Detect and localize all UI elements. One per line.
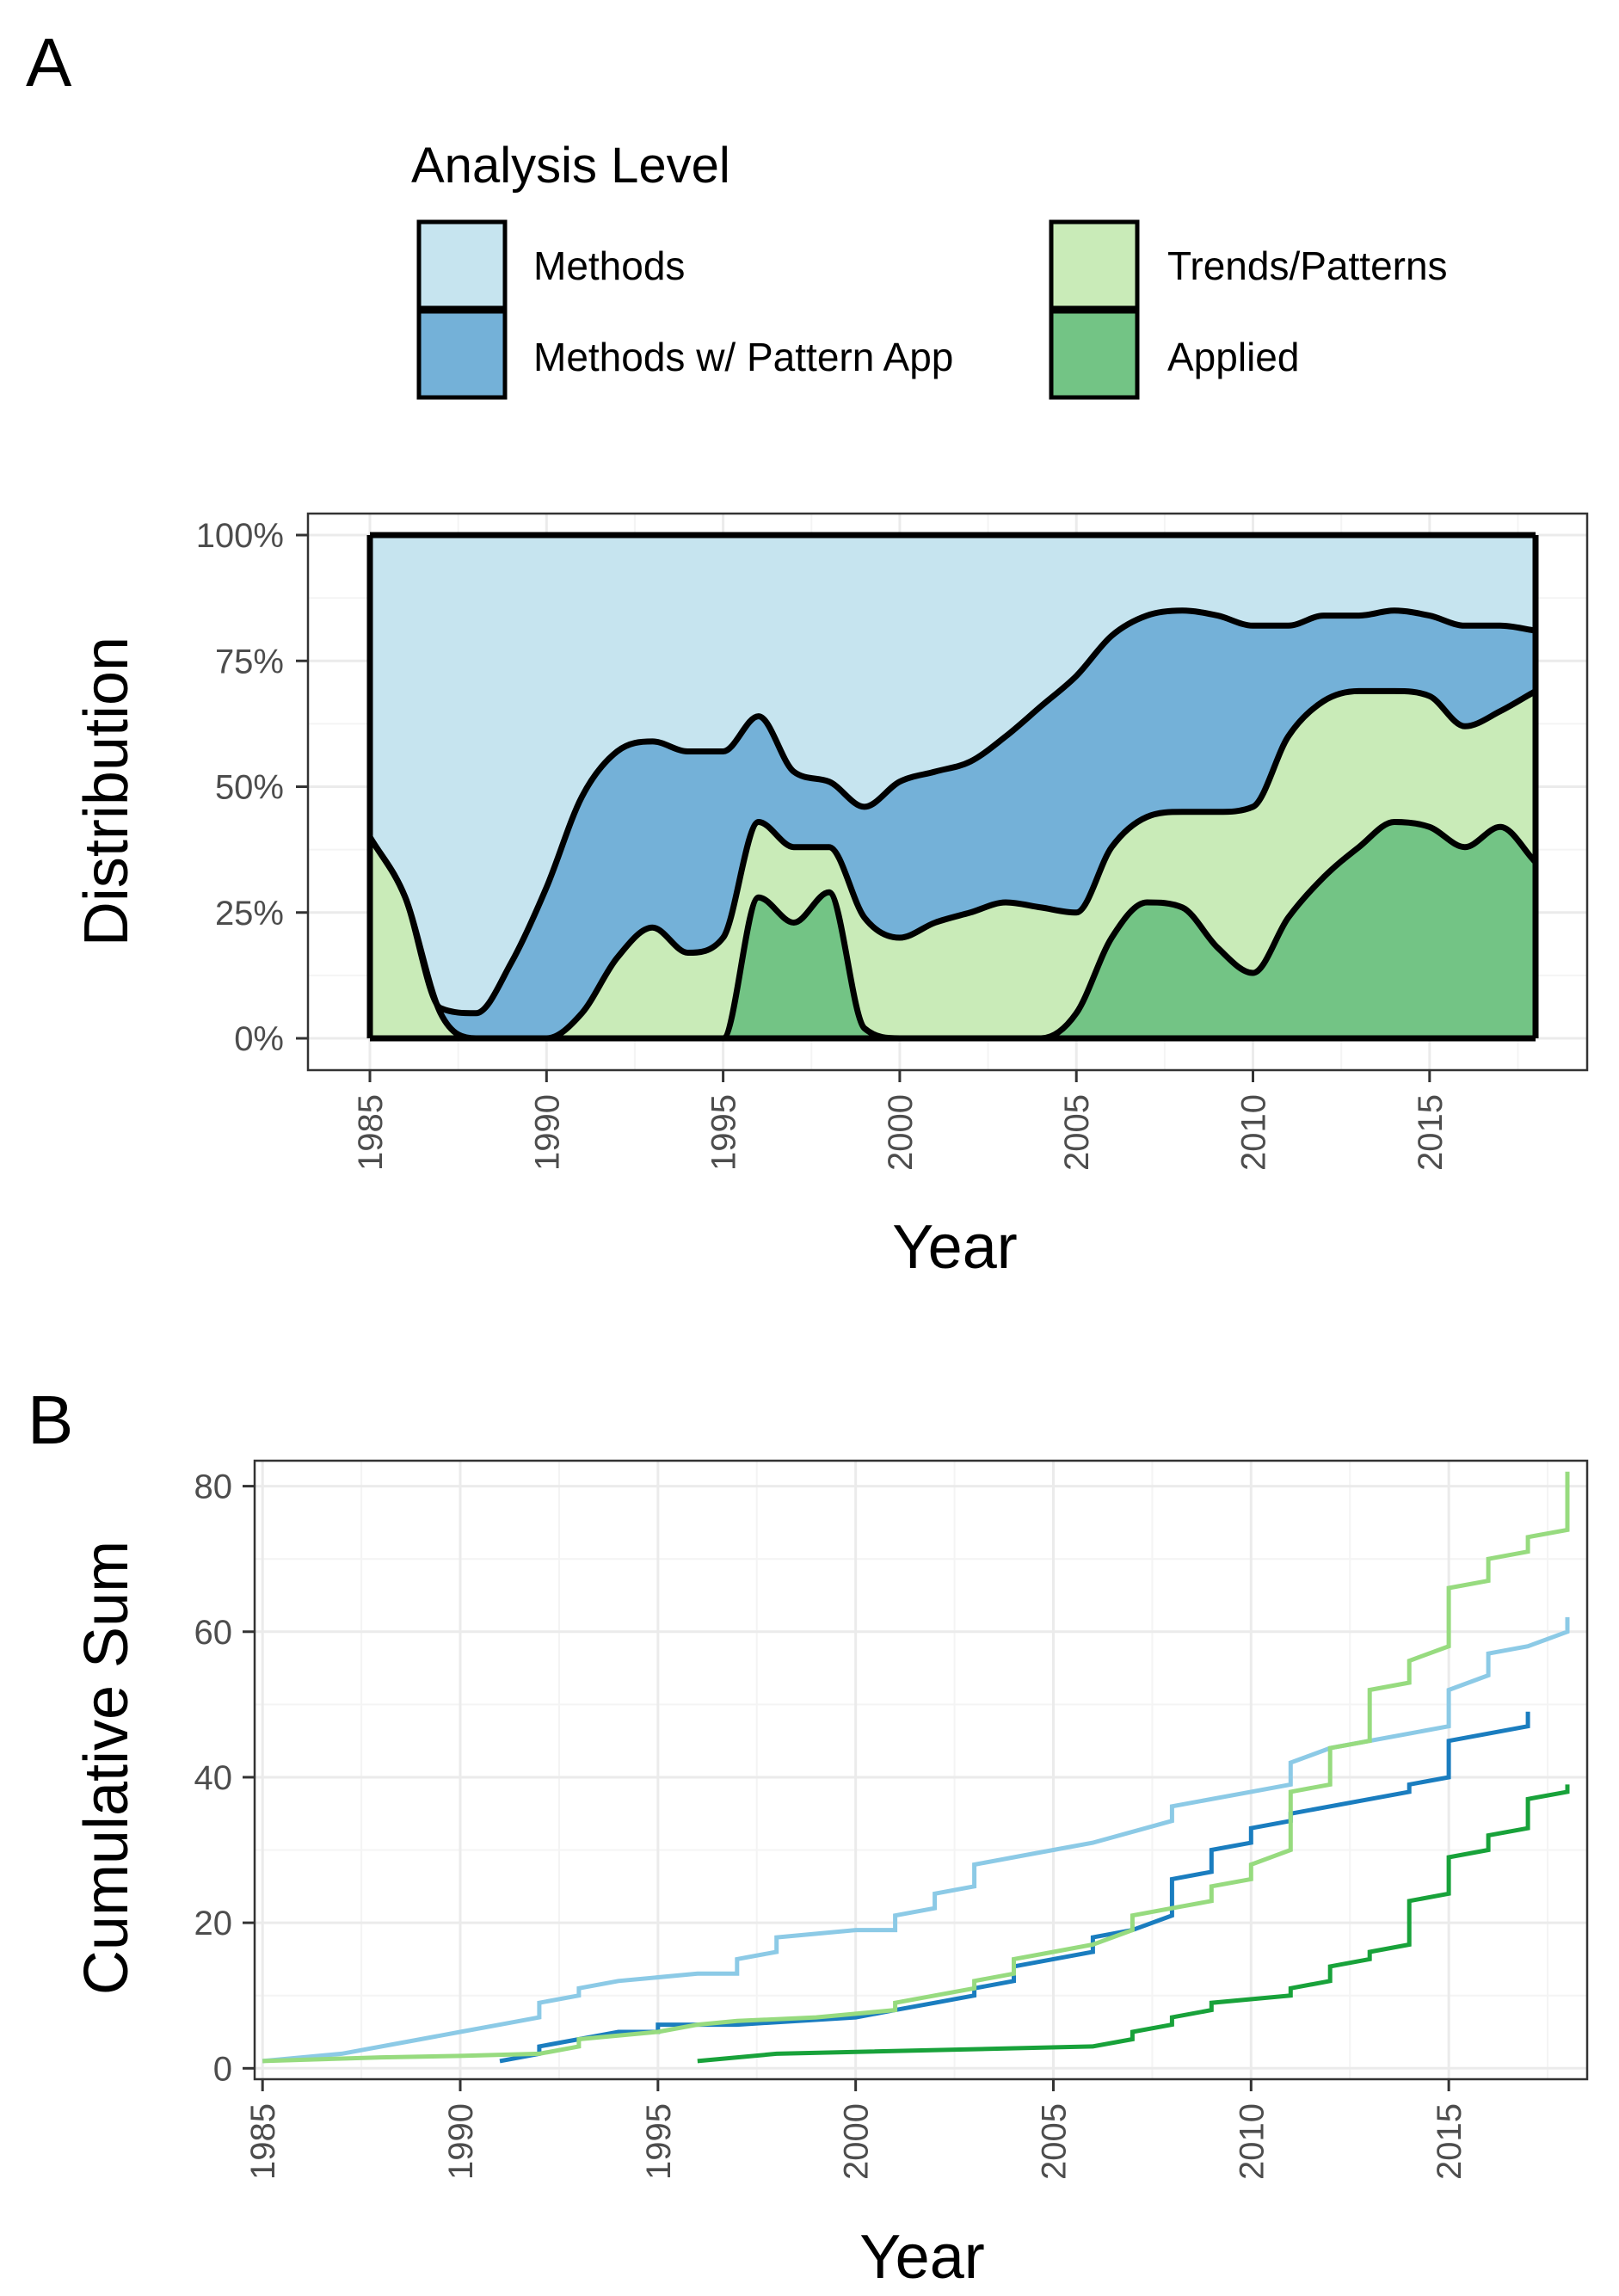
x-tick-label: 2015 (1431, 2103, 1468, 2180)
chart-a-axes: 0% 25% 50% 75% 100% 1985 1990 1995 2000 2005 2010 2… (196, 517, 1450, 1171)
x-tick-label: 2005 (1035, 2103, 1073, 2180)
chart-a-y-axis-title: Distribution (72, 637, 141, 946)
chart-b-y-axis-title: Cumulative Sum (72, 1541, 141, 1995)
series-line-trends-patterns (262, 1471, 1570, 2064)
legend-key-applied (1049, 309, 1140, 400)
x-tick-label: 2000 (838, 2103, 876, 2180)
x-tick-label: 2015 (1412, 1094, 1450, 1171)
legend-label-trends-patterns: Trends/Patterns (1167, 243, 1448, 288)
chart-b: 0 20 40 60 80 1985 1990 1995 2000 2005 2010 2015 Ye… (72, 1459, 1589, 2292)
panel-letter-a: A (26, 24, 72, 101)
series-line-applied (697, 1784, 1570, 2064)
y-tick-label: 20 (194, 1905, 233, 1942)
x-tick-label: 1990 (528, 1094, 566, 1171)
y-tick-label: 25% (215, 895, 284, 933)
y-tick-label: 50% (215, 769, 284, 807)
x-tick-label: 2000 (882, 1094, 920, 1171)
chart-b-panel-background (255, 1461, 1587, 2079)
chart-b-x-axis-title: Year (859, 2223, 984, 2292)
area-methods (370, 535, 1536, 1013)
series-line-methods (262, 1616, 1570, 2064)
y-tick-label: 75% (215, 643, 284, 680)
panel-letter-b: B (28, 1382, 73, 1458)
legend-title: Analysis Level (411, 138, 730, 194)
legend-label-applied: Applied (1167, 335, 1299, 379)
legend: Analysis Level Methods Trends/Patterns M… (411, 138, 1448, 400)
x-tick-label: 1985 (244, 2103, 282, 2180)
x-tick-label: 1995 (640, 2103, 678, 2180)
y-tick-label: 80 (194, 1468, 233, 1506)
legend-key-methods (416, 219, 508, 311)
y-tick-label: 0 (213, 2050, 232, 2088)
y-tick-label: 0% (234, 1020, 284, 1058)
chart-a-areas (366, 532, 1539, 1042)
legend-label-methods-pattern-app: Methods w/ Pattern App (533, 335, 953, 379)
x-tick-label: 2005 (1058, 1094, 1096, 1171)
y-tick-label: 100% (196, 517, 284, 555)
chart-b-lines (262, 1471, 1570, 2064)
boundary-methods-w-pattern-app (366, 607, 1536, 1017)
chart-b-panel-border (253, 1459, 1589, 2081)
chart-b-axes: 0 20 40 60 80 1985 1990 1995 2000 2005 2010 2015 (194, 1468, 1469, 2180)
y-tick-label: 60 (194, 1614, 233, 1652)
legend-key-trends-patterns (1049, 219, 1140, 311)
chart-b-gridlines (255, 1461, 1587, 2079)
x-tick-label: 1985 (352, 1094, 390, 1171)
series-line-methods-w-pattern-app (499, 1711, 1530, 2064)
chart-a-panel-border (306, 512, 1589, 1072)
legend-label-methods: Methods (533, 243, 685, 288)
chart-a-x-axis-title: Year (892, 1213, 1017, 1282)
area-applied (370, 822, 1536, 1038)
x-tick-label: 2010 (1235, 1094, 1273, 1171)
x-tick-label: 1990 (442, 2103, 480, 2180)
x-tick-label: 1995 (705, 1094, 743, 1171)
legend-key-methods-pattern-app (416, 309, 508, 400)
x-tick-label: 2010 (1233, 2103, 1271, 2180)
area-trends-patterns (370, 691, 1536, 1038)
chart-a: 0% 25% 50% 75% 100% 1985 1990 1995 2000 2005 2010 2… (72, 512, 1589, 1282)
y-tick-label: 40 (194, 1759, 233, 1797)
